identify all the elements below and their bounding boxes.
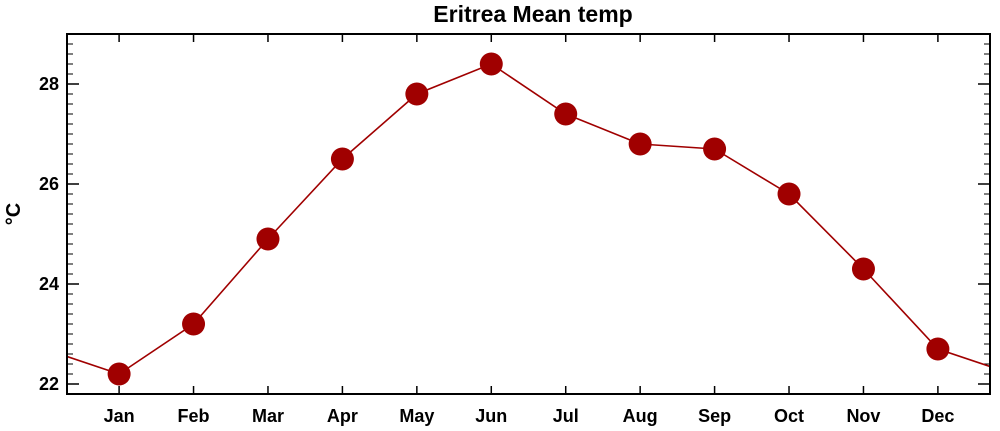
data-point [777, 182, 801, 206]
x-tick-label: Jan [104, 406, 135, 426]
data-point [554, 102, 578, 126]
x-tick-label: Jun [475, 406, 507, 426]
data-point [256, 227, 280, 251]
data-point [703, 137, 727, 161]
data-point [182, 312, 206, 336]
x-tick-label: Sep [698, 406, 731, 426]
data-point [926, 337, 950, 361]
data-point [405, 82, 429, 106]
series-line [67, 63, 990, 375]
x-tick-label: Oct [774, 406, 804, 426]
data-point [107, 362, 131, 386]
x-tick-label: Feb [178, 406, 210, 426]
y-axis-label: °C [3, 203, 25, 225]
series-layer [67, 52, 990, 386]
data-point [479, 52, 503, 76]
y-tick-label: 22 [39, 374, 59, 394]
x-tick-label: Apr [327, 406, 358, 426]
x-tick-label: Jul [553, 406, 579, 426]
x-tick-label: Nov [846, 406, 880, 426]
data-point [851, 257, 875, 281]
data-point [330, 147, 354, 171]
y-tick-label: 28 [39, 74, 59, 94]
x-tick-label: Mar [252, 406, 284, 426]
y-tick-label: 24 [39, 274, 59, 294]
tick-labels: Jan Feb Mar Apr May Jun Jul Aug Sep Oct Nov Dec 22 24… [39, 74, 954, 426]
chart-title: Eritrea Mean temp [433, 1, 632, 27]
axis-ticks [67, 33, 990, 395]
x-tick-label: Aug [623, 406, 658, 426]
data-point [628, 132, 652, 156]
x-tick-label: May [399, 406, 434, 426]
plot-frame [66, 33, 991, 395]
y-tick-label: 26 [39, 174, 59, 194]
x-tick-label: Dec [921, 406, 954, 426]
